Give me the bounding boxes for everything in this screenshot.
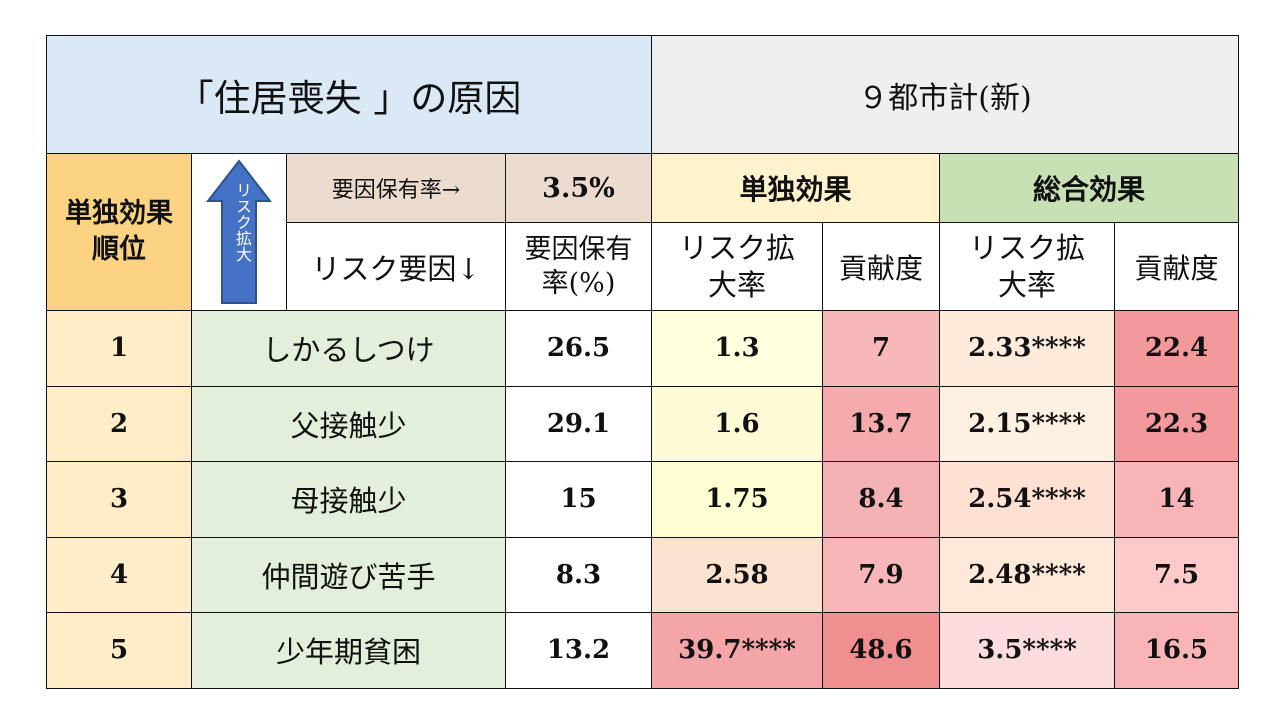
rate-cell: 15	[505, 461, 652, 538]
total-risk-cell: 2.33****	[939, 310, 1115, 387]
total-contrib-cell: 14	[1114, 461, 1239, 538]
total-risk-cell: 2.15****	[939, 385, 1115, 462]
single-contrib-cell: 13.7	[822, 385, 940, 462]
rank-cell: 2	[46, 385, 192, 462]
up-arrow-icon	[205, 159, 273, 304]
rate-cell: 8.3	[505, 536, 652, 613]
rate-col-header: 要因保有率(%)	[505, 222, 652, 311]
factor-cell: 少年期貧困	[191, 612, 506, 689]
rank-header-label: 単独効果順位	[65, 197, 173, 265]
rank-header: 単独効果順位	[46, 153, 192, 311]
rate-col-header-label: 要因保有率(%)	[524, 233, 633, 299]
rank-cell: 1	[46, 310, 192, 387]
single-contrib-cell: 8.4	[822, 461, 940, 538]
single-contrib-header: 貢献度	[822, 222, 940, 311]
total-risk-cell: 3.5****	[939, 612, 1115, 689]
single-contrib-cell: 48.6	[822, 612, 940, 689]
factor-cell: 仲間遊び苦手	[191, 536, 506, 613]
region-label: ９都市計(新)	[651, 35, 1239, 154]
total-contrib-cell: 22.4	[1114, 310, 1239, 387]
total-risk-header-label: リスク拡大率	[968, 231, 1085, 302]
single-risk-cell: 1.6	[651, 385, 823, 462]
total-contrib-cell: 7.5	[1114, 536, 1239, 613]
total-risk-header: リスク拡大率	[939, 222, 1115, 311]
single-effect-header: 単独効果	[651, 153, 940, 223]
total-contrib-cell: 22.3	[1114, 385, 1239, 462]
single-risk-cell: 1.75	[651, 461, 823, 538]
total-contrib-header: 貢献度	[1114, 222, 1239, 311]
total-risk-cell: 2.54****	[939, 461, 1115, 538]
rank-cell: 5	[46, 612, 192, 689]
factor-cell: 母接触少	[191, 461, 506, 538]
rate-cell: 13.2	[505, 612, 652, 689]
factor-cell: 父接触少	[191, 385, 506, 462]
total-risk-cell: 2.48****	[939, 536, 1115, 613]
total-contrib-cell: 16.5	[1114, 612, 1239, 689]
arrow-label: リスク拡大	[233, 182, 252, 262]
single-risk-header-label: リスク拡大率	[678, 231, 795, 302]
risk-arrow-cell: リスク拡大	[191, 153, 287, 311]
factor-header: リスク要因↓	[286, 222, 506, 311]
single-contrib-cell: 7.9	[822, 536, 940, 613]
single-risk-header: リスク拡大率	[651, 222, 823, 311]
rank-cell: 3	[46, 461, 192, 538]
rate-cell: 29.1	[505, 385, 652, 462]
single-risk-cell: 1.3	[651, 310, 823, 387]
table-title: 「住居喪失 」の原因	[46, 35, 652, 154]
single-contrib-cell: 7	[822, 310, 940, 387]
single-risk-cell: 2.58	[651, 536, 823, 613]
single-risk-cell: 39.7****	[651, 612, 823, 689]
rate-value: 3.5%	[505, 153, 652, 223]
factor-cell: しかるしつけ	[191, 310, 506, 387]
rank-cell: 4	[46, 536, 192, 613]
rate-label: 要因保有率→	[286, 153, 506, 223]
rate-cell: 26.5	[505, 310, 652, 387]
total-effect-header: 総合効果	[939, 153, 1239, 223]
